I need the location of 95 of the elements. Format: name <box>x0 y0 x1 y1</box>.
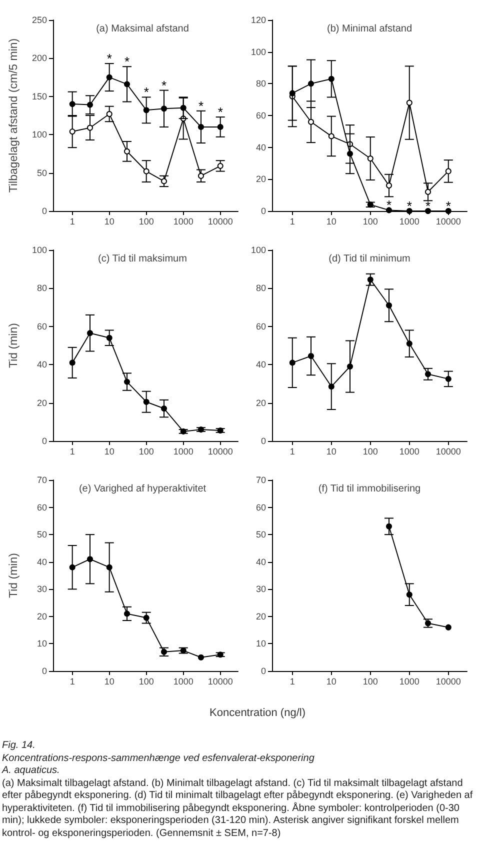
x-tick-label: 10 <box>326 676 336 686</box>
caption: Fig. 14. <box>2 740 36 752</box>
y-tick-label: 70 <box>256 475 266 485</box>
annotation: * <box>425 198 431 214</box>
y-tick-label: 100 <box>32 245 47 255</box>
x-tick-label: 10 <box>326 446 336 456</box>
x-axis-title: Koncentration (ng/l) <box>208 707 306 719</box>
x-tick-label: 100 <box>362 216 378 226</box>
y-axis-title: Tilbagelagt afstand (cm/5 min) <box>8 38 20 193</box>
x-tick-label: 10000 <box>208 446 233 456</box>
annotation: * <box>446 198 451 214</box>
x-tick-label: 10 <box>104 676 114 686</box>
y-tick-label: 60 <box>256 321 266 332</box>
x-tick-label: 1000 <box>399 676 420 686</box>
annotation: * <box>161 78 167 93</box>
y-tick-label: 0 <box>260 436 266 446</box>
y-tick-label: 40 <box>256 142 266 152</box>
x-tick-label: 10 <box>104 216 114 226</box>
text: A. aquaticus. <box>2 765 61 778</box>
x-tick-label: 100 <box>362 446 378 456</box>
y-tick-label: 30 <box>256 584 266 594</box>
y-tick-label: 0 <box>42 666 47 676</box>
x-tick-label: 1 <box>70 216 75 226</box>
y-tick-label: 0 <box>42 436 47 446</box>
x-tick-label: 1000 <box>399 446 420 456</box>
y-tick-label: 0 <box>260 666 266 676</box>
x-tick-label: 1000 <box>173 676 194 686</box>
y-tick-label: 80 <box>256 78 266 89</box>
y-tick-label: 10 <box>36 638 47 649</box>
y-tick-label: 20 <box>256 398 266 408</box>
x-tick-label: 1000 <box>173 216 194 226</box>
x-tick-label: 100 <box>138 216 154 226</box>
y-tick-label: 150 <box>32 91 47 102</box>
x-tick-label: 100 <box>138 676 154 686</box>
x-tick-label: 10000 <box>208 676 233 686</box>
chart-title: (d) Tid til minimum <box>328 254 410 264</box>
y-axis-title: Tid (min) <box>8 322 20 368</box>
x-tick-label: 1 <box>70 446 75 456</box>
x-tick-label: 100 <box>362 676 378 686</box>
x-tick-label: 10000 <box>208 216 233 226</box>
y-tick-label: 20 <box>36 611 47 622</box>
x-tick-label: 10000 <box>436 446 461 456</box>
y-tick-label: 60 <box>256 110 266 120</box>
annotation: * <box>144 84 149 100</box>
x-tick-label: 1 <box>290 446 295 456</box>
annotation: * <box>106 51 112 66</box>
annotation: * <box>198 98 204 114</box>
y-tick-label: 100 <box>250 46 266 57</box>
y-tick-label: 10 <box>256 638 266 649</box>
y-tick-label: 50 <box>256 530 266 540</box>
y-tick-label: 40 <box>256 360 266 370</box>
y-tick-label: 40 <box>36 360 47 370</box>
x-tick-label: 1000 <box>399 216 420 226</box>
x-tick-label: 100 <box>138 446 154 456</box>
y-tick-label: 60 <box>256 502 266 512</box>
y-tick-label: 80 <box>256 283 266 294</box>
y-tick-label: 250 <box>32 15 47 25</box>
y-tick-label: 100 <box>250 245 266 255</box>
y-axis-title: Tid (min) <box>8 552 20 598</box>
y-tick-label: 60 <box>36 321 47 332</box>
y-tick-label: 120 <box>250 15 266 25</box>
chart-title: (f) Tid til immobilisering <box>318 484 421 494</box>
y-tick-label: 70 <box>36 475 47 485</box>
x-tick-label: 10000 <box>436 216 461 226</box>
x-tick-label: 1000 <box>173 446 194 456</box>
x-tick-label: 1 <box>290 216 295 226</box>
x-tick-label: 10000 <box>436 676 461 686</box>
y-tick-label: 200 <box>32 53 47 64</box>
y-tick-label: 50 <box>36 168 47 178</box>
y-tick-label: 50 <box>36 530 47 540</box>
y-tick-label: 0 <box>260 206 266 216</box>
x-tick-label: 10 <box>326 216 336 226</box>
chart-title: (c) Tid til maksimum <box>98 254 187 264</box>
x-tick-label: 1 <box>290 676 295 686</box>
text: Koncentrations-respons-sammenhænge ved esfenvalerat-eksponering <box>2 752 316 765</box>
y-tick-label: 20 <box>256 174 266 184</box>
annotation: * <box>218 104 223 120</box>
y-tick-label: 100 <box>32 130 47 140</box>
x-tick-label: 10 <box>104 446 114 456</box>
chart-title: (e) Varighed af hyperaktivitet <box>78 484 206 494</box>
y-tick-label: 80 <box>36 283 47 294</box>
annotation: * <box>386 198 392 213</box>
x-tick-label: 1 <box>70 676 75 686</box>
annotation: * <box>406 198 412 214</box>
chart-title: (b) Minimal afstand <box>326 24 412 34</box>
chart-title: (a) Maksimal afstand <box>96 24 189 34</box>
y-tick-label: 40 <box>256 556 266 567</box>
y-tick-label: 60 <box>36 502 47 512</box>
y-tick-label: 0 <box>42 206 47 216</box>
y-tick-label: 30 <box>36 584 47 594</box>
text: (a) Maksimalt tilbagelagt afstand. (b) Minimalt tilbagelagt afstand. (c) Tid til maksimalt tilbagelagt afstand efter påbegyndt eksponering. (d) Tid til minimalt tilbagelagt efter påbegyndt eksponering. (e) Varigheden af hyperaktiviteten. (f) Tid til immobilisering påbegyndt eksponering. Åbne symboler: kontrolperioden (0-30 min); lukkede symboler: eksponeringsperioden (31-120 min). Asterisk angiver signifikant forskel mellem kontrol- og eksponeringsperioden. (Gennemsnit ± SEM, n=7-8) <box>2 778 474 840</box>
annotation: * <box>124 54 130 70</box>
y-tick-label: 20 <box>256 611 266 622</box>
y-tick-label: 40 <box>36 556 47 567</box>
y-tick-label: 20 <box>36 398 47 408</box>
